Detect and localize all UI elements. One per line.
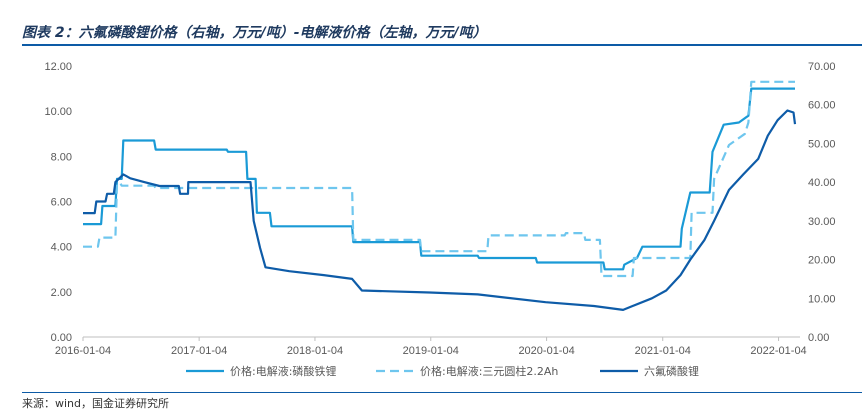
x-tick-label: 2016-01-04 [55, 345, 111, 357]
legend: 价格:电解液:磷酸铁锂 价格:电解液:三元圆柱2.2Ah 六氟磷酸锂 [186, 364, 699, 378]
y-left-tick-label: 2.00 [51, 287, 72, 299]
series-line-3 [83, 109, 797, 311]
y-left-tick-label: 6.00 [51, 197, 72, 209]
axes: 2016-01-04 2017-01-04 2018-01-04 2019-01-04… [44, 61, 835, 357]
y-right-tick-label: 20.00 [808, 255, 836, 267]
y-right-tick-label: 50.00 [808, 138, 836, 150]
legend-label-1: 价格:电解液:磷酸铁锂 [230, 364, 336, 378]
x-tick-label: 2019-01-04 [403, 345, 459, 357]
y-right-tick-label: 70.00 [808, 61, 836, 73]
x-tick-label: 2021-01-04 [635, 345, 691, 357]
y-right-tick-label: 10.00 [808, 293, 836, 305]
y-right-tick-label: 60.00 [808, 100, 836, 112]
legend-label-3: 六氟磷酸锂 [644, 364, 699, 378]
series-line-2 [83, 80, 795, 278]
y-left-tick-label: 4.00 [51, 242, 72, 254]
bottom-rule [22, 392, 862, 393]
title-rule [22, 44, 862, 46]
y-left-tick-label: 0.00 [51, 332, 72, 344]
x-tick-label: 2018-01-04 [287, 345, 343, 357]
y-left-tick-label: 10.00 [44, 106, 72, 118]
x-tick-label: 2020-01-04 [518, 345, 574, 357]
y-left-tick-label: 8.00 [51, 151, 72, 163]
source-note: 来源：wind，国金证券研究所 [22, 397, 170, 410]
x-tick-label: 2022-01-04 [750, 345, 806, 357]
y-right-tick-label: 30.00 [808, 216, 836, 228]
legend-label-2: 价格:电解液:三元圆柱2.2Ah [420, 364, 558, 378]
y-right-tick-label: 40.00 [808, 177, 836, 189]
series-line-1 [83, 87, 795, 271]
chart-title: 图表 2：六氟磷酸锂价格（右轴，万元/吨）-电解液价格（左轴，万元/吨） [22, 25, 487, 41]
x-tick-label: 2017-01-04 [171, 345, 227, 357]
y-right-tick-label: 0.00 [808, 332, 829, 344]
y-left-tick-label: 12.00 [44, 61, 72, 73]
series-lines [83, 80, 797, 311]
